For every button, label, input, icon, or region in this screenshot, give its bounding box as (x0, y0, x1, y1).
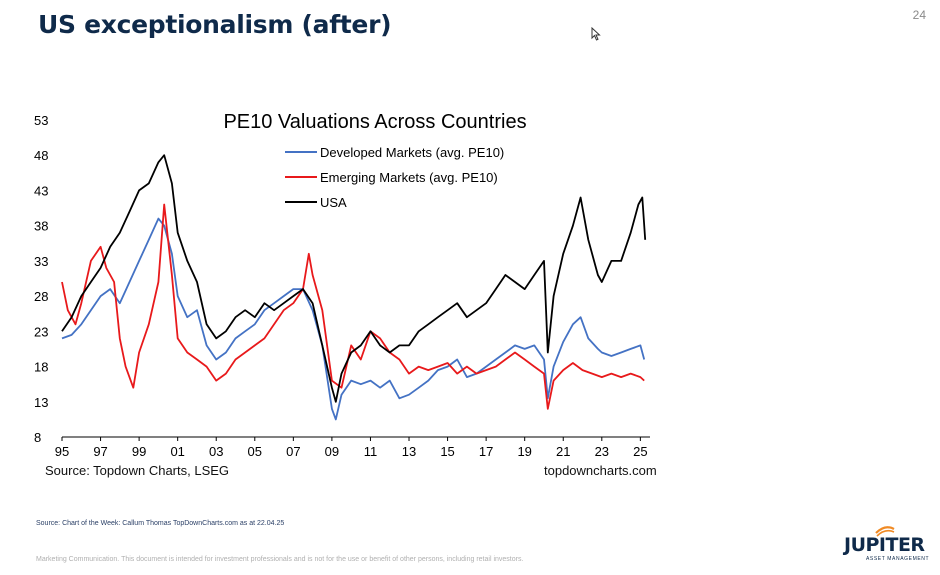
legend-label-2: USA (320, 195, 347, 210)
chart: PE10 Valuations Across Countries 53 48 43 38… (30, 100, 670, 490)
page-number: 24 (912, 8, 926, 22)
logo-text: JUPITER (844, 534, 925, 556)
mouse-pointer-icon (591, 27, 601, 41)
x-tick-label: 17 (479, 444, 493, 459)
footer-source: Source: Chart of the Week: Callum Thomas… (36, 520, 285, 527)
legend-label-0: Developed Markets (avg. PE10) (320, 145, 504, 160)
x-tick-label: 05 (248, 444, 262, 459)
x-tick-label: 03 (209, 444, 223, 459)
y-tick-label: 23 (34, 324, 48, 339)
x-tick-label: 01 (170, 444, 184, 459)
x-tick-label: 13 (402, 444, 416, 459)
disclaimer: Marketing Communication. This document i… (36, 556, 524, 563)
y-tick-label: 53 (34, 113, 48, 128)
y-tick-label: 18 (34, 360, 48, 375)
slide-title: US exceptionalism (after) (38, 10, 392, 39)
x-tick-label: 97 (93, 444, 107, 459)
y-tick-label: 28 (34, 289, 48, 304)
x-tick-label: 11 (364, 444, 378, 459)
series-line-1 (61, 203, 645, 410)
x-tick-label: 25 (633, 444, 647, 459)
legend-label-1: Emerging Markets (avg. PE10) (320, 170, 498, 185)
y-tick-label: 33 (34, 254, 48, 269)
y-tick-label: 13 (34, 395, 48, 410)
chart-title: PE10 Valuations Across Countries (223, 111, 526, 133)
x-tick-label: 15 (440, 444, 454, 459)
y-tick-label: 38 (34, 219, 48, 234)
x-tick-label: 99 (132, 444, 146, 459)
x-tick-label: 09 (325, 444, 339, 459)
x-tick-label: 21 (556, 444, 570, 459)
x-tick-label: 95 (55, 444, 69, 459)
y-tick-label: 43 (34, 183, 48, 198)
logo-subtext: ASSET MANAGEMENT (866, 556, 930, 562)
chart-source: Source: Topdown Charts, LSEG (45, 463, 230, 478)
jupiter-logo: JUPITER ASSET MANAGEMENT (840, 523, 932, 563)
y-tick-label: 48 (34, 148, 48, 163)
chart-svg: PE10 Valuations Across Countries 53 48 43 38… (34, 111, 650, 459)
chart-site: topdowncharts.com (544, 463, 657, 478)
x-tick-label: 19 (517, 444, 531, 459)
jupiter-swirl-icon (875, 526, 895, 537)
x-tick-label: 07 (286, 444, 300, 459)
series-line-2 (61, 154, 647, 403)
x-tick-label: 23 (595, 444, 609, 459)
y-tick-label: 8 (34, 430, 41, 445)
